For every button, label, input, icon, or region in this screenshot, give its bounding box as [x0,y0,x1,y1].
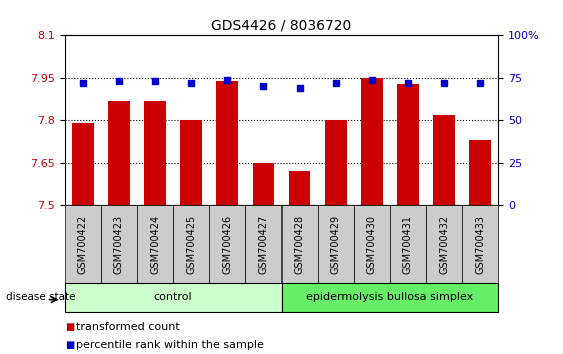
Bar [253,163,274,205]
Bar [361,78,383,205]
Text: control: control [154,292,193,302]
Text: ■: ■ [65,322,74,332]
Text: GSM700422: GSM700422 [78,215,88,274]
Text: GSM700425: GSM700425 [186,215,196,274]
Bar [108,101,129,205]
Text: GSM700431: GSM700431 [403,215,413,274]
Text: GSM700433: GSM700433 [475,215,485,274]
Text: epidermolysis bullosa simplex: epidermolysis bullosa simplex [306,292,473,302]
Bar [434,115,455,205]
Text: GSM700428: GSM700428 [294,215,305,274]
Text: ■: ■ [65,340,74,350]
Title: GDS4426 / 8036720: GDS4426 / 8036720 [211,19,352,33]
Text: disease state: disease state [6,292,75,302]
Text: GSM700432: GSM700432 [439,215,449,274]
Bar [216,81,238,205]
Text: GSM700424: GSM700424 [150,215,160,274]
Text: GSM700430: GSM700430 [367,215,377,274]
Bar [470,140,491,205]
Bar [144,101,166,205]
Text: GSM700427: GSM700427 [258,215,269,274]
Bar [397,84,419,205]
Bar [180,120,202,205]
Text: GSM700423: GSM700423 [114,215,124,274]
Bar [325,120,347,205]
Text: GSM700426: GSM700426 [222,215,233,274]
Bar [289,171,310,205]
Text: transformed count: transformed count [76,322,180,332]
Bar [72,123,93,205]
Text: GSM700429: GSM700429 [330,215,341,274]
Text: percentile rank within the sample: percentile rank within the sample [76,340,264,350]
